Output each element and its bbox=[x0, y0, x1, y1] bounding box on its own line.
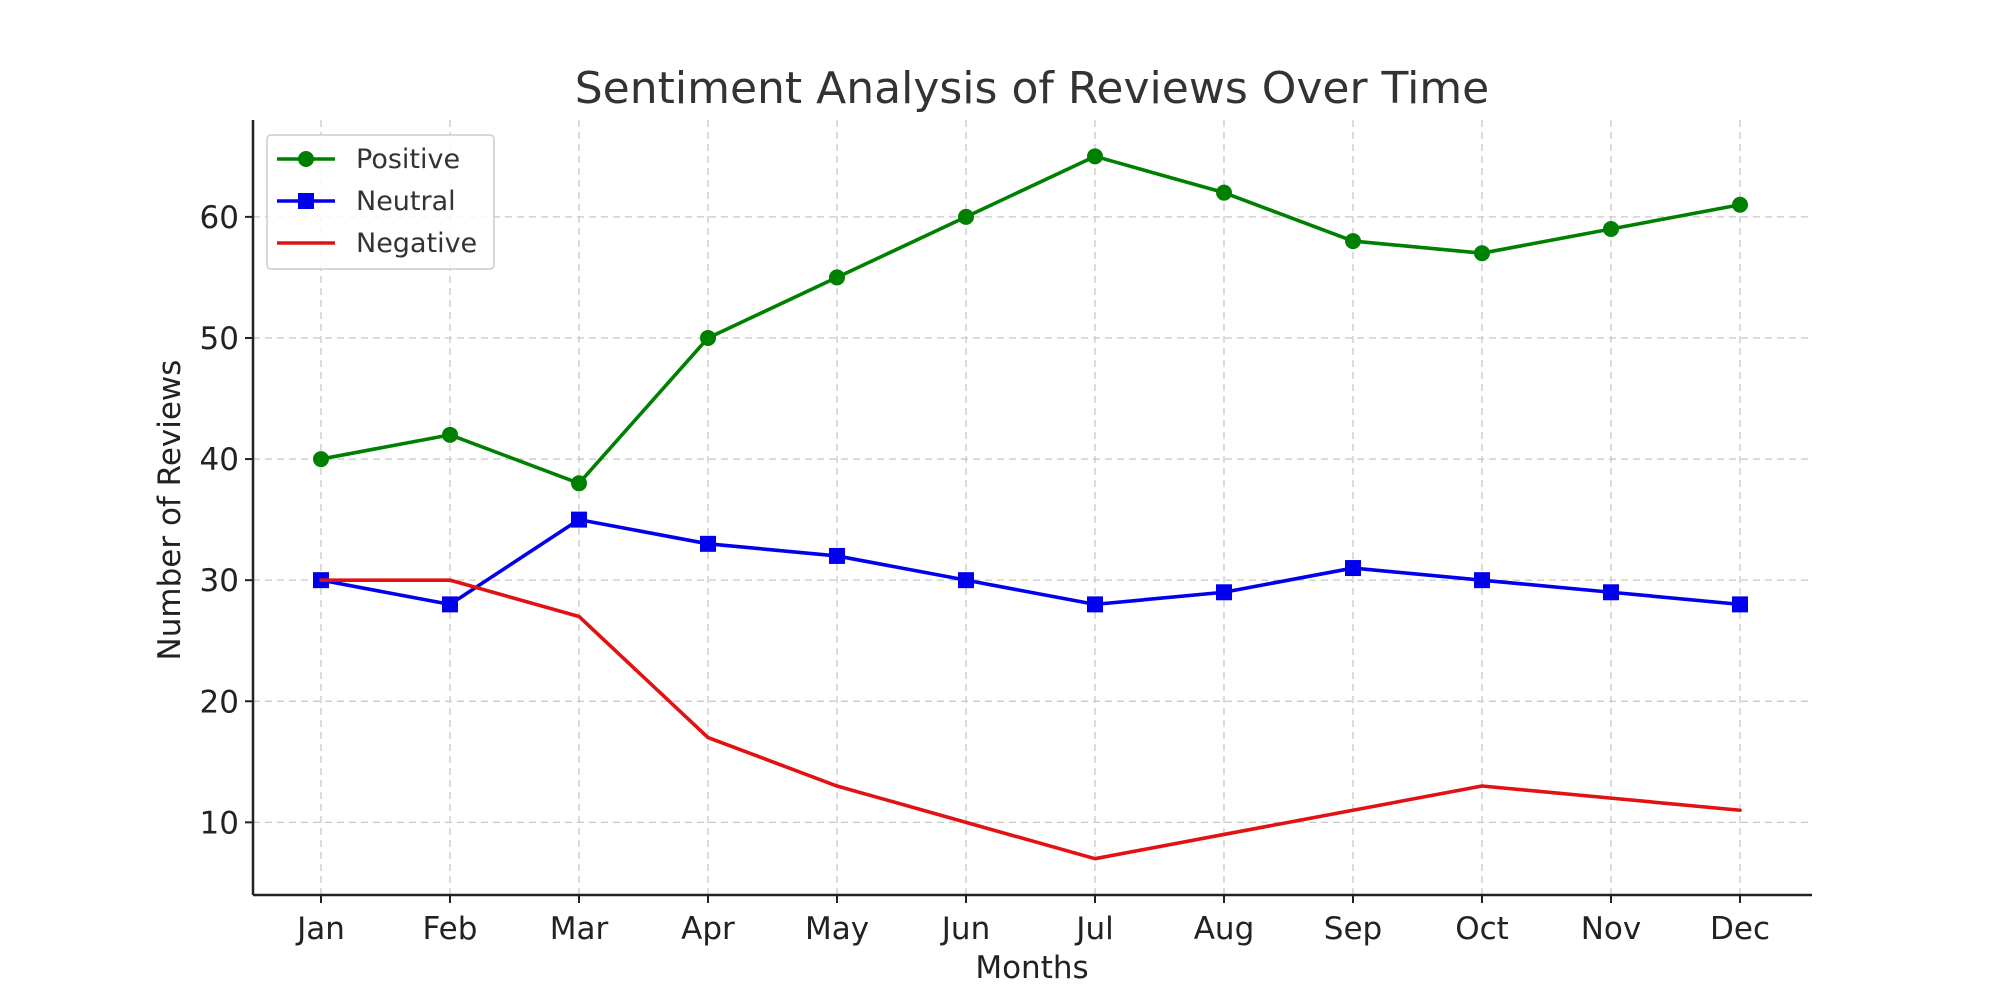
x-tick-label: Feb bbox=[423, 911, 478, 947]
positive-point bbox=[1474, 245, 1490, 262]
x-tick-label: Oct bbox=[1455, 911, 1509, 947]
legend-item-neutral: Neutral bbox=[277, 186, 456, 217]
neutral-point bbox=[1087, 596, 1103, 613]
neutral-point bbox=[442, 596, 458, 613]
x-tick-label: Jan bbox=[295, 911, 345, 947]
chart-title: Sentiment Analysis of Reviews Over Time bbox=[575, 63, 1489, 114]
positive-point bbox=[1603, 220, 1619, 237]
neutral-point bbox=[571, 511, 587, 528]
positive-point bbox=[829, 269, 845, 286]
y-tick-label: 30 bbox=[200, 563, 239, 599]
negative-line bbox=[319, 578, 1742, 861]
neutral-point bbox=[700, 535, 716, 552]
positive-line bbox=[319, 154, 1742, 486]
positive-point bbox=[1345, 233, 1361, 250]
positive-point bbox=[1216, 184, 1232, 201]
y-tick-label: 60 bbox=[200, 200, 239, 236]
positive-point bbox=[700, 329, 716, 346]
neutral-point bbox=[958, 572, 974, 589]
x-axis-label: Months bbox=[975, 950, 1088, 986]
neutral-line bbox=[319, 517, 1742, 607]
positive-series bbox=[313, 148, 1748, 492]
x-tick-label: Dec bbox=[1710, 911, 1770, 947]
neutral-point bbox=[1474, 572, 1490, 589]
legend: Positive Neutral Negative bbox=[266, 134, 495, 270]
positive-point bbox=[958, 208, 974, 225]
x-tick-label: May bbox=[805, 911, 869, 947]
positive-point bbox=[442, 426, 458, 443]
y-tick-label: 20 bbox=[200, 684, 239, 720]
neutral-point bbox=[1603, 584, 1619, 601]
x-tick-label: Jun bbox=[940, 911, 990, 947]
y-tick-label: 50 bbox=[200, 321, 239, 357]
neutral-point bbox=[1216, 584, 1232, 601]
legend-box bbox=[266, 134, 495, 270]
legend-item-positive: Positive bbox=[277, 144, 460, 175]
ticks: Jan Feb Mar Apr May Jun Jul Aug Sep Oct Nov Dec 10 20… bbox=[200, 200, 1770, 947]
legend-label: Positive bbox=[356, 144, 460, 175]
x-tick-label: Mar bbox=[550, 911, 609, 947]
y-tick-label: 40 bbox=[200, 442, 239, 478]
x-tick-label: Aug bbox=[1194, 911, 1255, 947]
legend-items: Positive Neutral Negative bbox=[277, 144, 477, 259]
x-tick-label: Nov bbox=[1581, 911, 1642, 947]
legend-item-negative: Negative bbox=[277, 228, 477, 259]
grid bbox=[253, 120, 1812, 895]
legend-marker bbox=[298, 151, 314, 167]
neutral-series bbox=[313, 511, 1748, 613]
positive-point bbox=[1732, 196, 1748, 213]
neutral-point bbox=[829, 547, 845, 564]
x-tick-label: Apr bbox=[681, 911, 735, 947]
legend-label: Negative bbox=[356, 228, 477, 259]
positive-point bbox=[1087, 148, 1103, 165]
positive-point bbox=[313, 451, 329, 468]
y-axis-label: Number of Reviews bbox=[152, 360, 188, 661]
x-tick-label: Jul bbox=[1074, 911, 1113, 947]
neutral-point bbox=[1345, 560, 1361, 577]
legend-label: Neutral bbox=[356, 186, 456, 217]
neutral-point bbox=[1732, 596, 1748, 613]
series bbox=[313, 148, 1748, 861]
positive-point bbox=[571, 475, 587, 492]
axes bbox=[251, 120, 1812, 897]
legend-marker bbox=[298, 193, 314, 209]
y-tick-label: 10 bbox=[200, 805, 239, 841]
negative-series bbox=[319, 578, 1742, 861]
x-tick-label: Sep bbox=[1324, 911, 1382, 947]
